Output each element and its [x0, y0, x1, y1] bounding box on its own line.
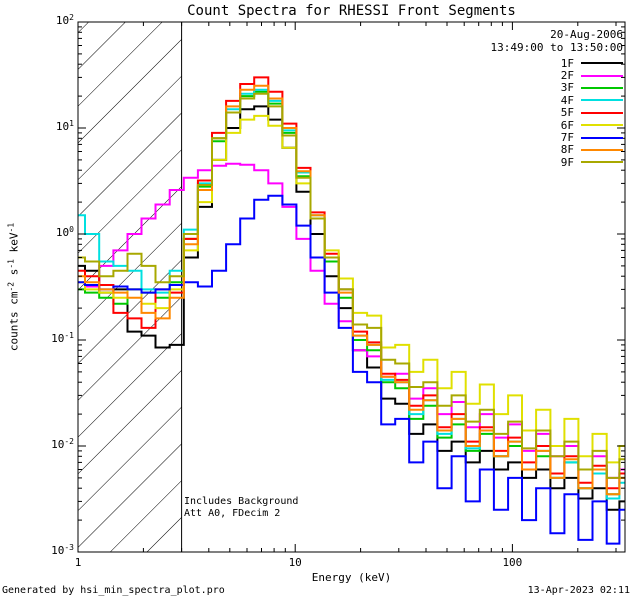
legend-label: 3F	[560, 81, 574, 95]
generated-by-text: Generated by hsi_min_spectra_plot.pro	[2, 585, 225, 596]
legend-time-range: 13:49:00 to 13:50:00	[490, 41, 623, 54]
series-7F	[78, 194, 625, 545]
y-tick-label: 10-1	[51, 331, 74, 345]
legend-label: 4F	[560, 93, 574, 107]
legend-swatch	[581, 86, 623, 89]
legend-items: 1F 2F 3F 4F 5F 6F 7F 8F 9F	[491, 57, 623, 169]
legend-swatch	[581, 99, 623, 102]
legend-item-6F: 6F	[491, 118, 623, 132]
y-tick-label: 101	[55, 119, 74, 133]
legend-label: 7F	[560, 131, 574, 145]
legend-item-3F: 3F	[491, 81, 623, 95]
legend-label: 9F	[560, 155, 574, 169]
legend-label: 2F	[560, 69, 574, 83]
x-axis-label: Energy (keV)	[311, 571, 392, 584]
legend-item-8F: 8F	[491, 143, 623, 157]
y-axis-label: counts cm-2 s-1 keV-1	[6, 222, 21, 352]
annotation-attenuator-state: Att A0, FDecim 2	[184, 508, 281, 519]
legend-swatch	[581, 124, 623, 127]
y-tick-label: 10-3	[51, 543, 74, 557]
plot-frame	[77, 21, 626, 553]
legend: 20-Aug-2006 13:49:00 to 13:50:00 1F 2F 3F 4…	[491, 28, 623, 169]
legend-swatch	[581, 62, 623, 65]
axis-ticks	[77, 21, 625, 553]
legend-label: 8F	[560, 143, 574, 157]
legend-swatch	[581, 161, 623, 164]
chart-title: Count Spectra for RHESSI Front Segments	[187, 3, 516, 19]
legend-swatch	[581, 111, 623, 114]
legend-item-2F: 2F	[491, 69, 623, 83]
legend-swatch	[581, 136, 623, 139]
legend-label: 6F	[560, 118, 574, 132]
x-tick-label: 100	[502, 556, 523, 569]
legend-item-1F: 1F	[491, 56, 623, 70]
legend-swatch	[581, 148, 623, 151]
annotation-includes-background: Includes Background	[184, 496, 299, 507]
y-tick-label: 100	[55, 225, 74, 239]
series-9F	[78, 92, 625, 479]
y-tick-label: 10-2	[51, 437, 74, 451]
legend-label: 1F	[560, 56, 574, 70]
legend-label: 5F	[560, 106, 574, 120]
x-tick-label: 10	[288, 556, 302, 569]
legend-item-9F: 9F	[491, 155, 623, 169]
legend-item-4F: 4F	[491, 93, 623, 107]
legend-item-5F: 5F	[491, 106, 623, 120]
x-tick-label: 1	[74, 556, 82, 569]
generation-timestamp: 13-Apr-2023 02:11	[527, 585, 630, 596]
legend-item-7F: 7F	[491, 131, 623, 145]
legend-swatch	[581, 74, 623, 77]
legend-date: 20-Aug-2006	[550, 28, 623, 41]
y-tick-label: 102	[55, 13, 74, 27]
